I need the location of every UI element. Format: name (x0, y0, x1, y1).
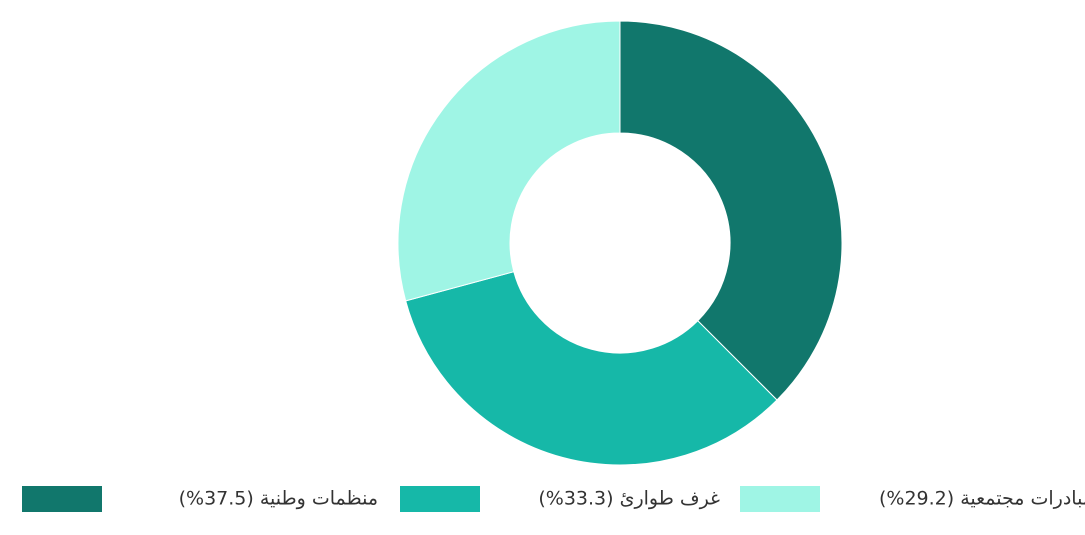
donut-slice (397, 20, 621, 302)
legend-label: غرف طوارئ (33.3%) (538, 488, 720, 510)
donut-slice (619, 20, 843, 401)
legend-label: منظمات وطنية (37.5%) (179, 488, 378, 510)
donut-slice (405, 271, 778, 466)
legend-swatch (400, 486, 480, 512)
legend-swatch (22, 486, 102, 512)
legend-label: مبادرات مجتمعية (29.2%) (879, 488, 1085, 510)
legend-swatch (740, 486, 820, 512)
